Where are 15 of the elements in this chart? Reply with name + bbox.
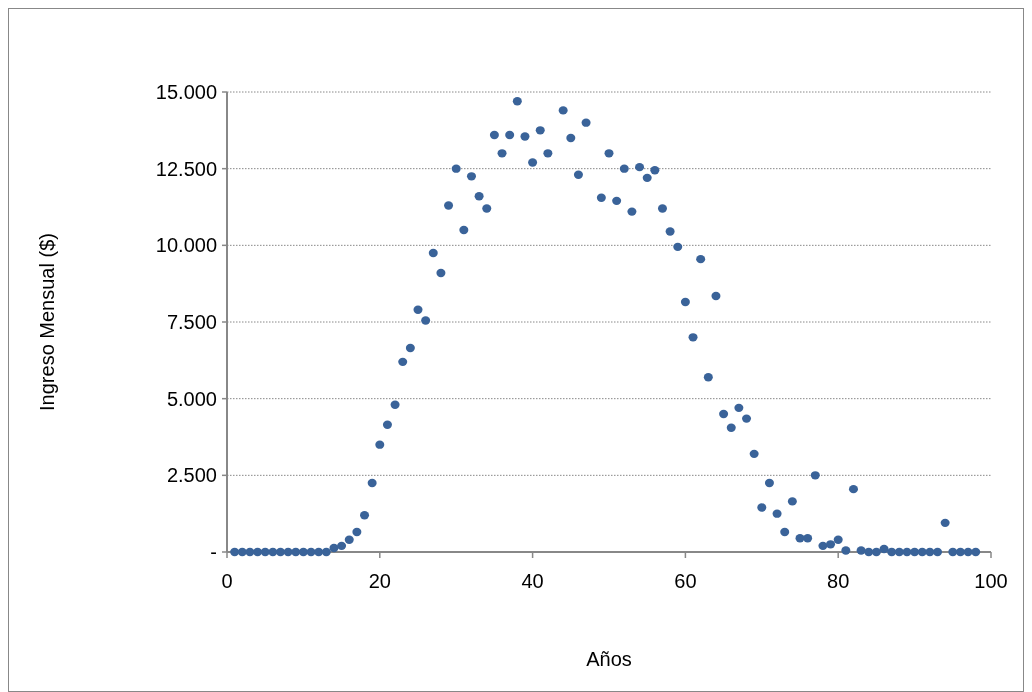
y-tick-label: 15.000 bbox=[155, 81, 217, 103]
x-tick-label: 80 bbox=[827, 570, 850, 592]
y-tick-label: 7.500 bbox=[166, 311, 217, 333]
x-axis-title: Años bbox=[586, 648, 632, 670]
y-tick-label: 12.500 bbox=[155, 157, 217, 180]
y-tick-label: - bbox=[210, 541, 217, 563]
y-tick-label: 2.500 bbox=[166, 464, 217, 487]
x-tick-label: 100 bbox=[974, 570, 1008, 592]
y-tick-label: 5.000 bbox=[166, 387, 217, 410]
y-tick-label: 10.000 bbox=[155, 234, 217, 257]
x-tick-label: 0 bbox=[221, 570, 233, 592]
y-axis-title: Ingreso Mensual ($) bbox=[36, 233, 58, 411]
x-tick-label: 20 bbox=[368, 570, 391, 592]
x-tick-label: 40 bbox=[521, 570, 544, 592]
x-tick-label: 60 bbox=[674, 570, 697, 592]
